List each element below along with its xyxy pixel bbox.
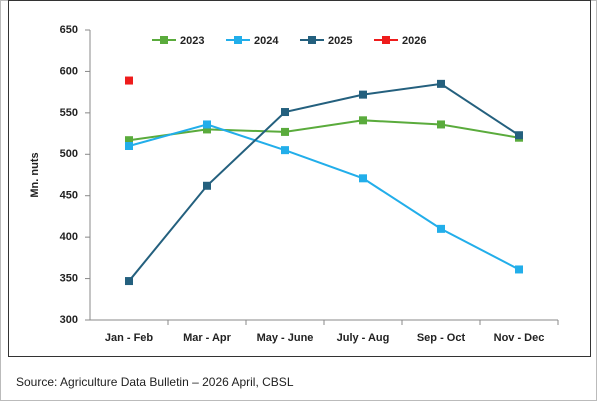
point-marker <box>281 146 289 155</box>
legend-label: 2025 <box>328 35 352 47</box>
point-marker <box>203 125 211 134</box>
series-line <box>128 119 520 142</box>
x-tick-label: July - Aug <box>337 332 390 344</box>
point-marker <box>281 127 289 136</box>
point-marker <box>359 90 367 99</box>
point-marker <box>437 120 445 129</box>
point-marker <box>437 224 445 233</box>
point-marker <box>281 108 289 117</box>
legend-label: 2024 <box>254 35 279 47</box>
legend-swatch <box>234 36 242 44</box>
y-tick-label: 300 <box>60 314 78 326</box>
point-marker <box>125 277 133 286</box>
point-marker <box>515 131 523 140</box>
x-tick-label: May - June <box>257 332 314 344</box>
x-tick-label: Nov - Dec <box>494 332 545 344</box>
series-line <box>128 82 520 282</box>
point-marker <box>203 181 211 190</box>
point-marker <box>125 76 133 85</box>
y-axis-label: Mn. nuts <box>29 152 41 197</box>
legend-swatch <box>160 36 168 44</box>
y-tick-label: 450 <box>60 190 78 202</box>
y-tick-label: 550 <box>60 107 78 119</box>
point-marker <box>437 79 445 88</box>
legend-label: 2026 <box>402 35 426 47</box>
chart-frame <box>8 0 591 357</box>
point-marker <box>203 120 211 129</box>
legend-swatch <box>382 36 390 44</box>
y-tick-label: 400 <box>60 231 78 243</box>
y-tick-label: 350 <box>60 272 78 284</box>
point-marker <box>125 142 133 150</box>
point-marker <box>125 136 133 145</box>
y-tick-label: 600 <box>60 65 78 77</box>
legend-label: 2023 <box>180 35 204 47</box>
source-note: Source: Agriculture Data Bulletin – 2026… <box>16 375 294 389</box>
x-tick-label: Jan - Feb <box>105 332 154 344</box>
x-tick-label: Sep - Oct <box>417 332 466 344</box>
point-marker <box>359 116 367 125</box>
point-marker <box>359 174 367 183</box>
series-line <box>128 123 520 271</box>
x-tick-label: Mar - Apr <box>183 332 232 344</box>
point-marker <box>515 265 523 274</box>
y-tick-label: 500 <box>60 148 78 160</box>
y-tick-label: 650 <box>60 24 78 36</box>
legend-swatch <box>308 36 316 44</box>
